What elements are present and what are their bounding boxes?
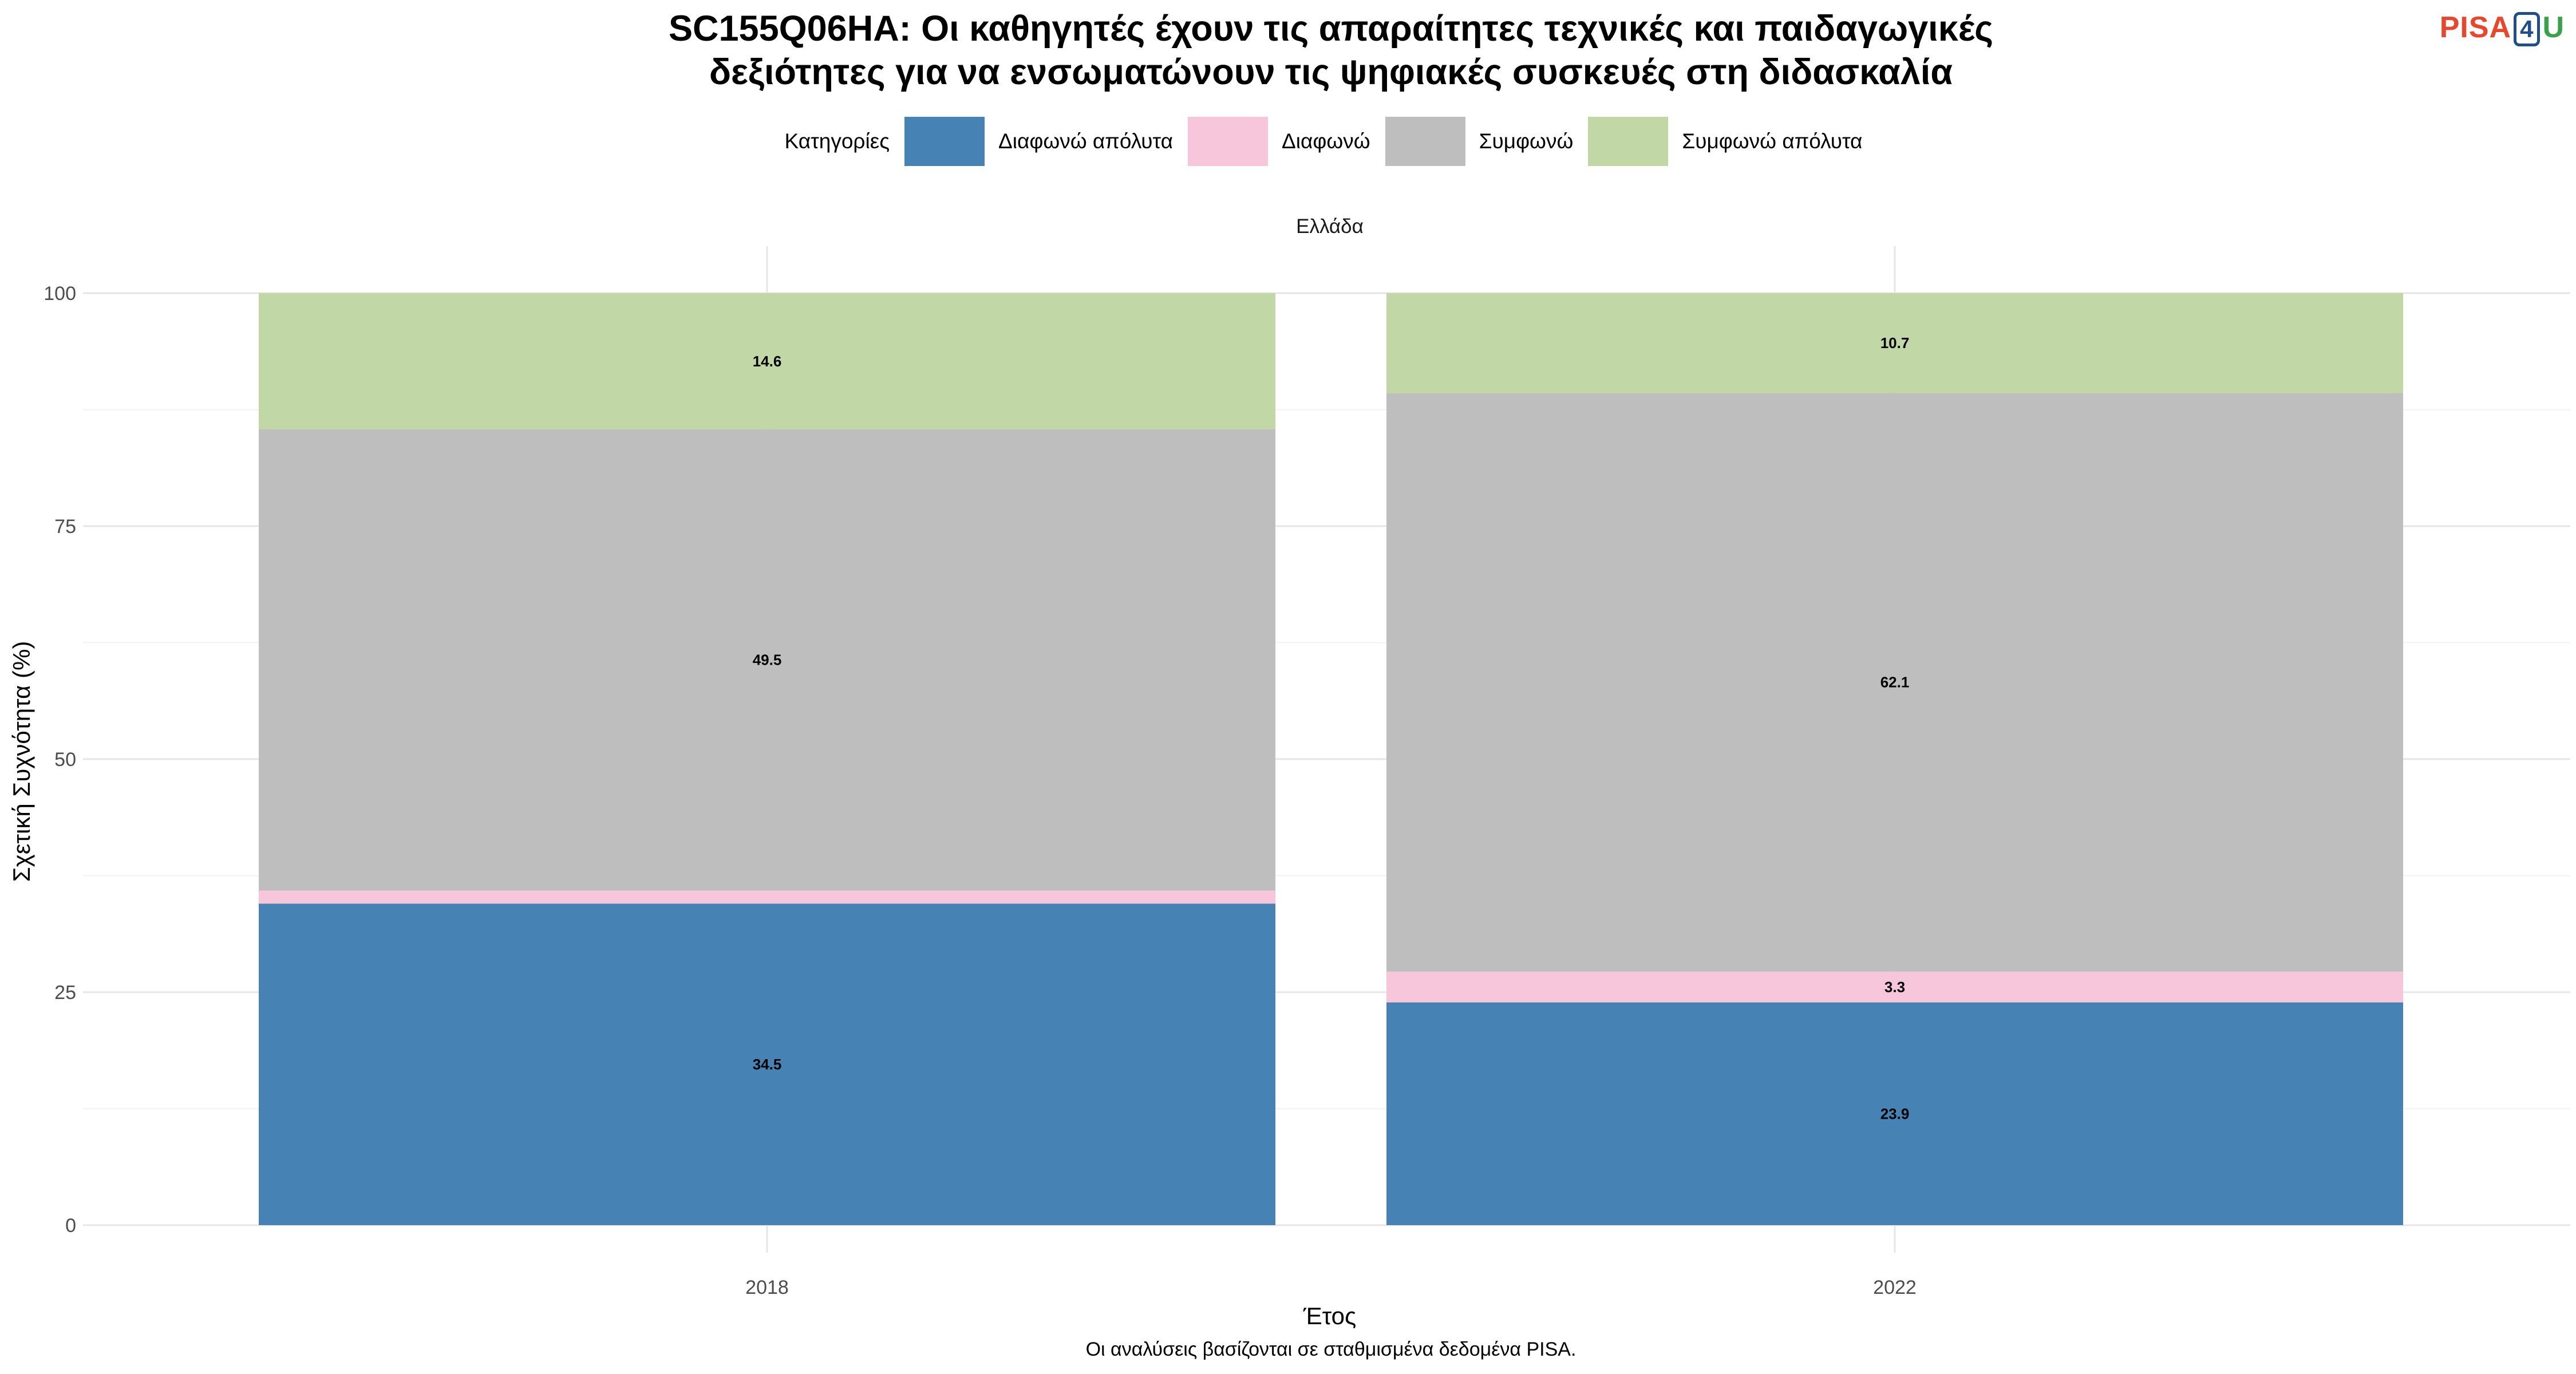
legend-item-disagree: Διαφωνώ bbox=[1188, 117, 1370, 166]
x-tick-label: 2022 bbox=[1873, 1277, 1917, 1298]
bar-segment bbox=[1386, 1002, 2403, 1225]
bar-segment bbox=[259, 293, 1275, 429]
chart-title-line-2: δεξιότητες για να ενσωματώνουν τις ψηφια… bbox=[709, 52, 1953, 92]
legend-item-agree: Συμφωνώ bbox=[1385, 117, 1574, 166]
chart-title: SC155Q06HA: Οι καθηγητές έχουν τις απαρα… bbox=[0, 7, 2576, 94]
y-axis-ticks: 0 25 50 75 100 bbox=[44, 283, 76, 1237]
bar-segment bbox=[259, 903, 1275, 1225]
y-tick-label: 100 bbox=[44, 283, 76, 305]
bar-value-label: 3.3 bbox=[1884, 978, 1905, 996]
y-axis-label: Σχετική Συχνότητα (%) bbox=[8, 641, 35, 882]
x-axis-ticks: 2018 2022 bbox=[745, 1277, 1917, 1298]
caption-note: Οι αναλύσεις βασίζονται σε σταθμισμένα δ… bbox=[1085, 1339, 1577, 1360]
legend-item-strongly-disagree: Διαφωνώ απόλυτα bbox=[904, 117, 1173, 166]
bar-labels: 34.5 49.5 14.6 23.9 3.3 62.1 10.7 bbox=[753, 334, 1910, 1122]
bar-value-label: 62.1 bbox=[1880, 674, 1910, 691]
y-tick-label: 0 bbox=[65, 1215, 76, 1237]
bar-value-label: 34.5 bbox=[753, 1056, 782, 1073]
bar-segment bbox=[259, 890, 1275, 904]
legend-title: Κατηγορίες bbox=[784, 129, 890, 153]
y-tick-label: 75 bbox=[54, 516, 76, 538]
legend-swatch-agree bbox=[1385, 117, 1465, 166]
legend-label-disagree: Διαφωνώ bbox=[1282, 129, 1370, 153]
legend-label-strongly-disagree: Διαφωνώ απόλυτα bbox=[998, 129, 1174, 153]
legend-swatch-strongly-agree bbox=[1588, 117, 1669, 166]
legend-item-strongly-agree: Συμφωνώ απόλυτα bbox=[1588, 117, 1862, 166]
legend-swatch-strongly-disagree bbox=[904, 117, 985, 166]
logo-text-pisa: PISA bbox=[2439, 11, 2512, 44]
y-tick-label: 25 bbox=[54, 982, 76, 1004]
legend-label-agree: Συμφωνώ bbox=[1479, 129, 1574, 153]
logo-text-u: U bbox=[2542, 11, 2565, 44]
logo-text-four: 4 bbox=[2514, 12, 2541, 46]
bar-value-label: 23.9 bbox=[1880, 1105, 1910, 1122]
bars bbox=[259, 293, 2403, 1225]
facet-label: Ελλάδα bbox=[1296, 215, 1364, 238]
chart-title-line-1: SC155Q06HA: Οι καθηγητές έχουν τις απαρα… bbox=[668, 9, 1994, 49]
bar-segment bbox=[1386, 393, 2403, 972]
bar-segment bbox=[1386, 972, 2403, 1002]
bar-segment bbox=[259, 429, 1275, 891]
bar-value-label: 14.6 bbox=[753, 353, 782, 370]
legend-label-strongly-agree: Συμφωνώ απόλυτα bbox=[1682, 129, 1863, 153]
x-axis-label: Έτος bbox=[1303, 1302, 1357, 1329]
x-tick-label: 2018 bbox=[745, 1277, 789, 1298]
legend: Κατηγορίες Διαφωνώ απόλυτα Διαφωνώ Συμφω… bbox=[0, 117, 2576, 166]
bar-segment bbox=[1386, 293, 2403, 393]
pisa4u-logo: PISA 4 U bbox=[2440, 10, 2565, 46]
y-tick-label: 50 bbox=[54, 749, 76, 771]
bar-value-label: 10.7 bbox=[1880, 334, 1910, 352]
legend-swatch-disagree bbox=[1188, 117, 1269, 166]
bar-value-label: 49.5 bbox=[753, 652, 782, 669]
